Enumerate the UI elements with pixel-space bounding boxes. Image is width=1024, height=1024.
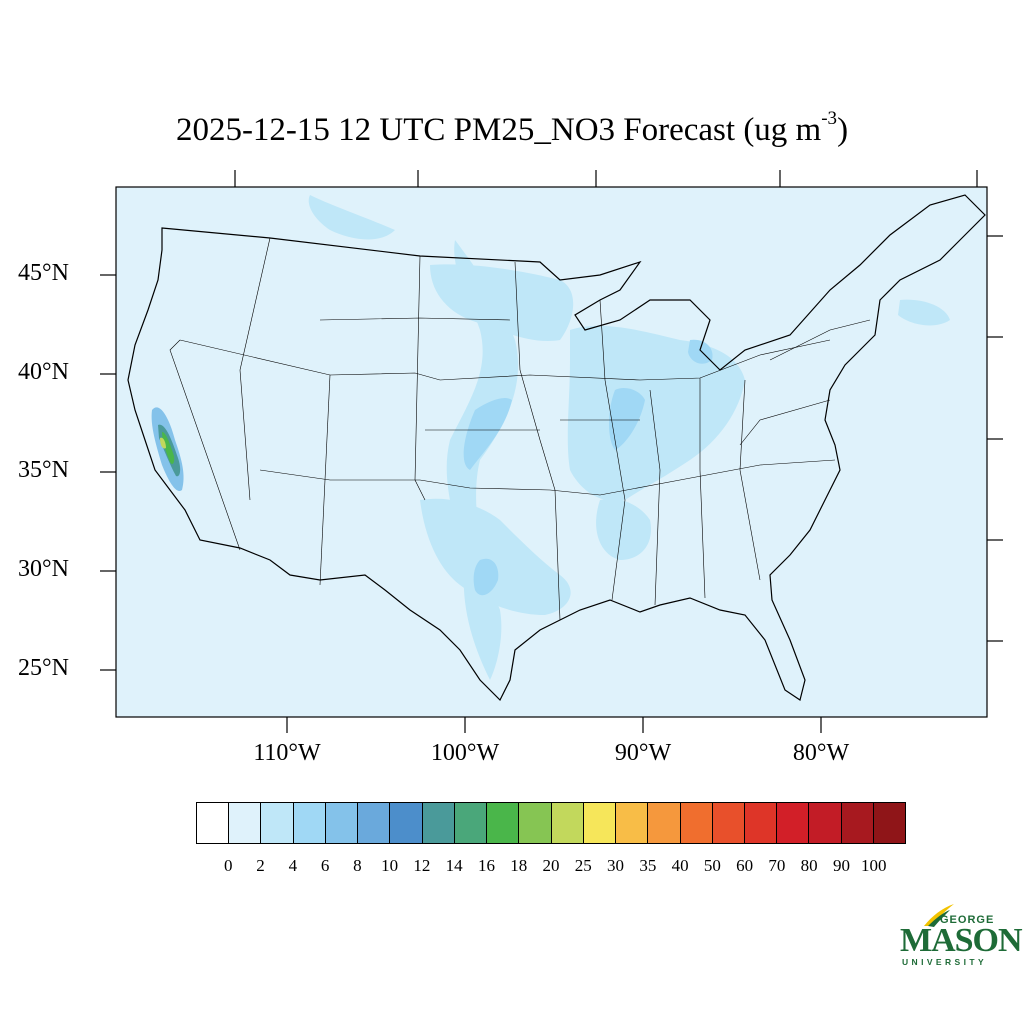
map-background: [116, 187, 987, 717]
bottom-ticks: [286, 717, 822, 733]
colorbar-cell: [615, 803, 648, 843]
plume-lower-mississippi: [596, 498, 651, 560]
title-close: ): [837, 112, 849, 148]
colorbar-cell: [647, 803, 680, 843]
colorbar-cell: [292, 803, 325, 843]
colorbar-label: 70: [768, 856, 786, 875]
colorbar-cell: [486, 803, 519, 843]
colorbar-label: 100: [860, 856, 887, 875]
logo-flame-icon: [924, 904, 954, 927]
band-michigan: [688, 339, 713, 364]
lon-label-90: 90°W: [614, 740, 672, 766]
colorbar: [196, 802, 906, 844]
colorbar-label: 35: [639, 856, 657, 875]
right-ticks: [987, 235, 1003, 642]
band-illinois: [609, 388, 645, 450]
colorbar-label: 0: [224, 856, 233, 875]
colorbar-label: 12: [413, 856, 431, 875]
colorbar-label: 60: [736, 856, 754, 875]
lat-label-25: 25°N: [18, 655, 69, 681]
colorbar-label: 14: [445, 856, 463, 875]
logo-university: UNIVERSITY: [902, 957, 988, 967]
lon-label-110: 110°W: [253, 740, 321, 766]
colorbar-cell: [324, 803, 358, 843]
colorbar-cell: [197, 803, 229, 843]
colorbar-label: 40: [671, 856, 689, 875]
colorbar-label: 18: [510, 856, 528, 875]
hotspot-inner: [162, 432, 175, 464]
colorbar-label: 16: [477, 856, 495, 875]
top-ticks: [234, 170, 978, 187]
colorbar-cell: [776, 803, 809, 843]
colorbar-cell: [872, 803, 906, 843]
lat-label-40: 40°N: [18, 359, 69, 385]
colorbar-cell: [550, 803, 583, 843]
lat-label-45: 45°N: [18, 260, 69, 286]
colorbar-label: 2: [256, 856, 265, 875]
colorbar-cell: [679, 803, 712, 843]
plume-midwest: [567, 325, 745, 501]
map-title: 2025-12-15 12 UTC PM25_NO3 Forecast (ug …: [0, 108, 1024, 149]
logo-mason: MASON: [900, 922, 1023, 959]
plume-northern-plains: [430, 264, 574, 341]
title-main: 2025-12-15 12 UTC PM25_NO3 Forecast (ug …: [175, 112, 822, 148]
band-kansas: [463, 398, 512, 470]
lon-label-100: 100°W: [430, 740, 500, 766]
colorbar-label: 80: [800, 856, 818, 875]
colorbar-cell: [840, 803, 873, 843]
lat-label-30: 30°N: [18, 556, 69, 582]
plume-northeast: [898, 299, 950, 326]
colorbar-cell: [389, 803, 422, 843]
colorbar-label: 8: [353, 856, 362, 875]
concentration-fields: [308, 195, 950, 680]
colorbar-cell: [421, 803, 454, 843]
colorbar-label: 25: [574, 856, 592, 875]
map-frame: [115, 186, 988, 718]
logo-george: GEORGE: [940, 914, 995, 926]
colorbar-labels: 0 2 4 6 8 10 12 14 16 18 20 25 30 35 40 50 60 70 80 90 100: [196, 856, 906, 880]
lat-label-35: 35°N: [18, 457, 69, 483]
colorbar-cell: [808, 803, 841, 843]
plume-southern-plains: [420, 498, 571, 615]
left-ticks: [100, 274, 116, 671]
california-hotspot: [151, 407, 184, 491]
colorbar-label: 50: [703, 856, 721, 875]
colorbar-cell: [228, 803, 261, 843]
colorbar-cell: [453, 803, 487, 843]
colorbar-cell: [518, 803, 551, 843]
colorbar-label: 6: [320, 856, 330, 875]
plume-northwest: [308, 195, 395, 240]
title-superscript: -3: [821, 108, 838, 129]
colorbar-label: 30: [607, 856, 625, 875]
colorbar-cell: [743, 803, 777, 843]
colorbar-label: 20: [542, 856, 560, 875]
colorbar-cell: [260, 803, 293, 843]
lon-label-80: 80°W: [792, 740, 850, 766]
colorbar-label: 4: [288, 856, 298, 875]
state-boundaries: [169, 237, 871, 621]
colorbar-cell: [357, 803, 390, 843]
colorbar-cell: [582, 803, 616, 843]
colorbar-label: 90: [832, 856, 850, 875]
band-texas: [473, 558, 499, 596]
us-outline: [127, 194, 986, 702]
concentration-fields-medium: [463, 339, 713, 596]
gmu-logo: GEORGE MASON UNIVERSITY: [898, 900, 1023, 970]
colorbar-cell: [711, 803, 744, 843]
hotspot-core: [160, 437, 166, 449]
colorbar-label: 10: [381, 856, 399, 875]
